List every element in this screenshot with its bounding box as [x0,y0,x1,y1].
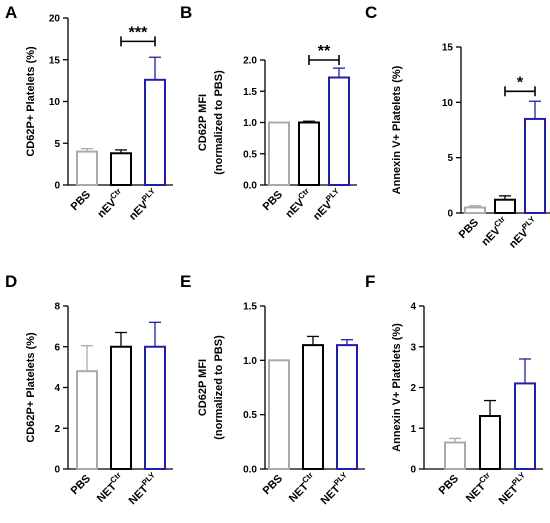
y-tick-label: 2 [54,424,60,435]
y-axis-subtitle: (normalized to PBS) [213,335,225,440]
x-tick-label: PBS [437,473,461,497]
x-tick-label: NETPLY [316,470,353,507]
y-tick-label: 5 [447,153,453,164]
bar [268,359,290,471]
y-tick-label: 5 [54,139,60,150]
panel-letter-a: A [5,3,17,22]
panel-letter-c: C [365,3,377,22]
bar [144,345,166,470]
x-tick-label: nEVCtr [477,215,511,249]
bar [479,415,501,470]
bar [464,206,486,214]
x-tick-label: nEVCtr [281,187,315,221]
y-tick-label: 0 [54,465,60,476]
panel-c: C Annexin V+ Platelets (%) 0 5 10 15 PBSnEVCtr… [365,3,550,251]
panel-letter-e: E [180,272,191,291]
y-tick-label: 8 [54,302,60,313]
y-tick-label: 4 [54,383,60,394]
y-tick-label: 0 [447,209,453,220]
y-tick-label: 0.5 [243,149,257,160]
bar [514,382,536,470]
x-tick-label: nEVPLY [309,186,346,223]
y-tick-label: 15 [49,55,61,66]
x-tick-label: NETCtr [462,471,496,505]
x-tick-label: PBS [69,189,93,213]
panel-letter-d: D [5,272,17,291]
y-axis-title: CD62P MFI [197,94,209,151]
y-tick-label: 1.5 [243,87,257,98]
bar [110,152,132,187]
bar [302,344,324,470]
y-tick-label: 0 [410,465,416,476]
bar [110,345,132,470]
bar [268,121,290,186]
significance-label: *** [129,24,148,41]
y-tick-label: 20 [49,14,61,25]
bar [328,76,350,186]
x-tick-label: PBS [261,473,285,497]
x-tick-label: PBS [69,473,93,497]
y-tick-label: 2.0 [243,56,257,67]
y-tick-label: 2 [410,383,416,394]
y-tick-label: 1 [410,424,416,435]
bar [298,121,320,186]
y-tick-label: 0.0 [243,465,257,476]
y-axis-title: Annexin V+ Platelets (%) [391,65,403,194]
panel-a: A CD62P+ Platelets (%) 0 5 10 15 20 PBS nEVCtrnE… [5,3,173,223]
bar [444,441,466,471]
panel-e: E CD62P MFI (normalized to PBS) 0.0 0.5 1.0 1.… [180,272,365,507]
y-tick-label: 0.5 [243,410,257,421]
x-tick-label: PBS [261,189,285,213]
y-tick-label: 4 [410,302,416,313]
y-axis-title: Annexin V+ Platelets (%) [391,323,403,452]
bar [76,150,98,187]
bar [144,78,166,186]
y-tick-label: 1.0 [243,356,257,367]
bar [76,370,98,471]
y-tick-label: 15 [442,43,454,54]
y-axis-title: CD62P+ Platelets (%) [25,46,37,157]
y-tick-label: 1.0 [243,118,257,129]
x-tick-label: NETPLY [124,470,161,507]
x-tick-label: NETPLY [494,470,531,507]
panel-letter-f: F [365,272,375,291]
y-tick-label: 10 [442,98,454,109]
y-tick-label: 10 [49,97,61,108]
y-tick-label: 3 [410,342,416,353]
x-tick-label: NETCtr [285,471,319,505]
x-tick-label: PBS [457,217,481,241]
y-tick-label: 0 [54,181,60,192]
x-tick-label: nEVPLY [505,214,542,251]
panel-d: D CD62P+ Platelets (%) 0 2 4 6 8 PBS NETCtrNETPL… [5,272,173,507]
y-tick-label: 1.5 [243,302,257,313]
x-tick-label: nEVCtr [93,187,127,221]
significance-label: * [517,74,524,91]
y-tick-label: 0.0 [243,181,257,192]
panel-b: B CD62P MFI (normalized to PBS) 0.0 0.5 1.0 1.… [180,3,357,223]
bar [524,117,546,214]
y-axis-subtitle: (normalized to PBS) [213,70,225,175]
y-axis-title: CD62P MFI [197,359,209,416]
significance-label: ** [318,43,331,60]
panel-f: F Annexin V+ Platelets (%) 0 1 2 3 4 PBS NETCtrN… [365,272,543,507]
y-tick-label: 6 [54,342,60,353]
y-axis-title: CD62P+ Platelets (%) [25,332,37,443]
bar [494,198,516,215]
panel-letter-b: B [180,3,192,22]
x-tick-label: NETCtr [93,471,127,505]
x-tick-label: nEVPLY [125,186,162,223]
bar [336,344,358,470]
